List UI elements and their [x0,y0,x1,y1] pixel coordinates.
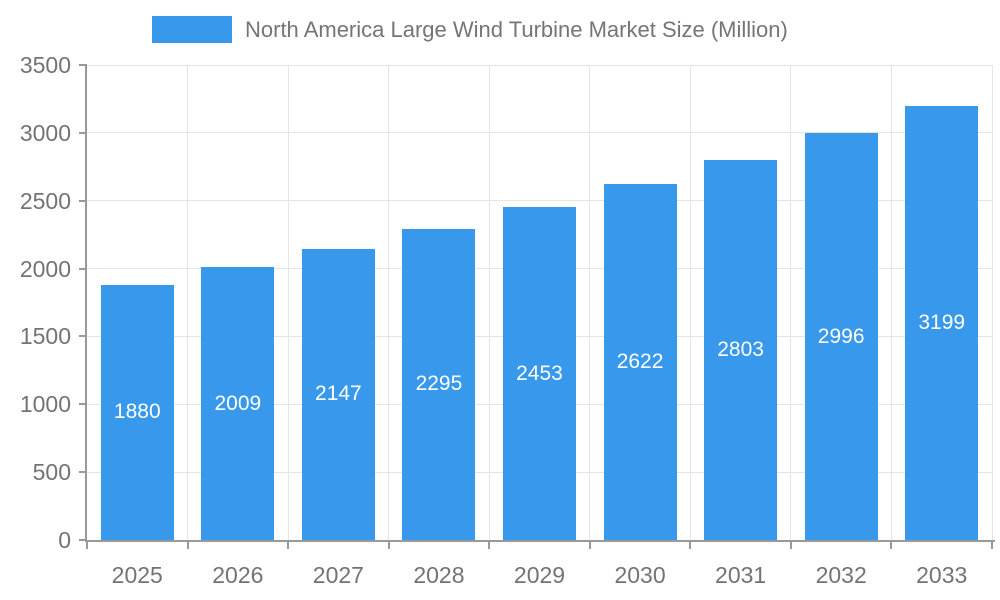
y-tick-label-3000: 3000 [19,119,71,146]
bar-2032[interactable]: 2996 [804,133,878,540]
y-axis-line [85,65,87,540]
y-tick-mark-1000 [79,403,87,406]
x-tick-label-2026: 2026 [212,562,264,588]
y-tick-label-500: 500 [32,459,71,486]
y-tick-mark-2500 [79,199,87,202]
gridline-v-4 [488,65,490,540]
y-tick-label-2500: 2500 [19,187,71,214]
bar-value-label-2025: 1880 [113,400,161,424]
x-tick-mark-7 [789,541,792,549]
x-tick-label-2033: 2033 [916,562,968,588]
x-tick-label-2029: 2029 [513,562,566,588]
x-tick-label-2031: 2031 [715,562,767,588]
bar-value-label-2030: 2622 [616,350,664,374]
gridline-v-3 [388,65,390,540]
gridline-v-8 [890,65,892,540]
x-tick-label-2032: 2032 [815,562,867,588]
x-tick-label-2027: 2027 [312,562,364,588]
legend-swatch [152,16,232,43]
x-tick-label-2028: 2028 [413,562,465,588]
x-tick-mark-5 [588,541,591,549]
gridline-v-6 [689,65,691,540]
y-tick-label-2000: 2000 [19,255,71,282]
bar-2026[interactable]: 2009 [201,267,275,540]
bar-value-label-2028: 2295 [415,372,463,396]
x-axis-line [85,540,995,542]
bar-2031[interactable]: 2803 [704,159,778,540]
y-tick-label-0: 0 [58,527,71,553]
bar-2033[interactable]: 3199 [905,105,979,540]
bar-2028[interactable]: 2295 [402,228,476,540]
gridline-v-7 [790,65,792,540]
x-tick-mark-9 [991,541,993,549]
y-tick-mark-500 [79,471,87,474]
bar-value-label-2027: 2147 [315,382,362,406]
bar-value-label-2029: 2453 [516,361,563,385]
x-tick-mark-2 [287,541,290,549]
gridline-h-2500 [87,200,992,202]
x-tick-mark-1 [186,541,189,549]
y-tick-mark-1500 [79,335,87,338]
bar-value-label-2032: 2996 [817,324,865,348]
y-tick-mark-3500 [79,64,87,66]
bar-2027[interactable]: 2147 [301,248,375,540]
x-tick-mark-0 [86,541,88,549]
gridline-v-2 [287,65,289,540]
x-tick-mark-6 [689,541,692,549]
y-tick-mark-3000 [79,131,87,134]
bar-2030[interactable]: 2622 [603,184,677,540]
y-tick-label-3500: 3500 [19,52,71,78]
x-tick-mark-3 [387,541,390,549]
legend-label: North America Large Wind Turbine Market … [245,17,788,42]
gridline-v-1 [187,65,189,540]
y-tick-label-1500: 1500 [19,323,71,350]
x-tick-mark-4 [488,541,491,549]
bar-value-label-2026: 2009 [214,391,262,415]
x-tick-label-2030: 2030 [614,562,666,588]
y-tick-mark-0 [79,539,87,541]
x-tick-mark-8 [890,541,893,549]
y-tick-label-1000: 1000 [19,391,71,418]
legend[interactable]: North America Large Wind Turbine Market … [152,16,788,43]
gridline-h-3500 [87,64,992,66]
x-tick-label-2025: 2025 [111,562,163,588]
bar-value-label-2031: 2803 [717,337,764,361]
gridline-v-5 [589,65,591,540]
bar-2025[interactable]: 1880 [100,284,174,540]
bar-2029[interactable]: 2453 [502,207,577,540]
gridline-h-3000 [87,132,992,134]
y-tick-mark-2000 [79,267,87,270]
gridline-v-9 [991,65,993,540]
bar-value-label-2033: 3199 [918,310,966,334]
